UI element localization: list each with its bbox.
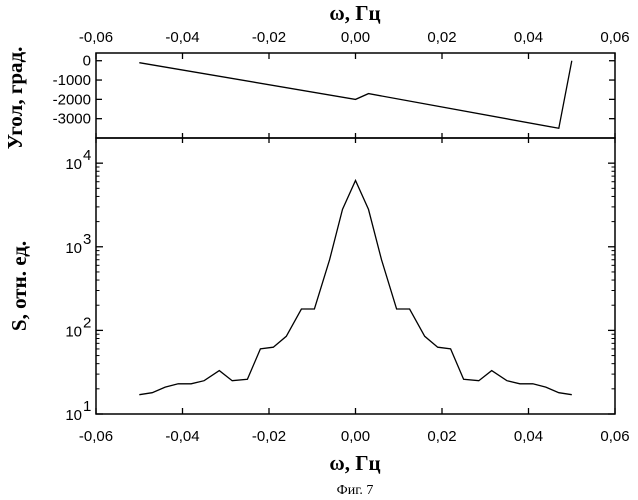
- bottom-x-tick-label: -0,04: [165, 428, 199, 445]
- bottom-y-tick-exponent: 4: [83, 147, 91, 164]
- top-y-tick-label: -2000: [53, 91, 91, 108]
- top-x-tick-label: 0,02: [427, 29, 456, 46]
- bottom-x-tick-label: 0,00: [341, 428, 370, 445]
- top-y-tick-label: -1000: [53, 72, 91, 89]
- top-x-axis-title: ω, Гц: [329, 1, 380, 25]
- top-plot-frame: [95, 52, 616, 139]
- bottom-series-line: [139, 178, 572, 396]
- bottom-x-tick-label: 0,06: [600, 428, 629, 445]
- bottom-plot-ticks: -0,06 -0,04 -0,02 0,00 0,02 0,04 0,06101102103…: [65, 138, 630, 445]
- top-x-tick-label: 0,00: [341, 29, 370, 46]
- bottom-plot-series: [139, 178, 572, 396]
- bottom-y-tick-label: 10: [65, 407, 82, 424]
- top-x-tick-label: -0,04: [165, 29, 199, 46]
- bottom-y-tick-exponent: 2: [83, 314, 91, 331]
- bottom-y-tick-exponent: 1: [83, 398, 91, 415]
- top-plot-series: [139, 60, 573, 130]
- bottom-x-tick-label: -0,06: [79, 428, 113, 445]
- top-y-tick-label: -3000: [53, 111, 91, 128]
- bottom-x-axis-title: ω, Гц: [329, 451, 380, 475]
- top-plot-ticks: -0,06 -0,04 -0,02 0,00 0,02 0,04 0,06 0 -1000 -20…: [53, 29, 630, 138]
- bottom-y-tick-label: 10: [65, 240, 82, 257]
- top-y-tick-label: 0: [83, 53, 91, 70]
- bottom-x-tick-label: -0,02: [252, 428, 286, 445]
- bottom-y-tick-label: 10: [65, 156, 82, 173]
- bottom-y-tick-exponent: 3: [83, 231, 91, 248]
- top-x-tick-label: 0,04: [514, 29, 543, 46]
- figure-caption: Фиг. 7: [337, 483, 374, 498]
- top-series-line: [139, 60, 573, 130]
- bottom-y-axis-title: S, отн. ед.: [7, 241, 31, 331]
- top-x-tick-label: 0,06: [600, 29, 629, 46]
- top-x-tick-label: -0,06: [79, 29, 113, 46]
- bottom-y-tick-label: 10: [65, 323, 82, 340]
- top-x-tick-label: -0,02: [252, 29, 286, 46]
- bottom-x-tick-label: 0,02: [427, 428, 456, 445]
- bottom-x-tick-label: 0,04: [514, 428, 543, 445]
- top-y-axis-title: Угол, град.: [3, 47, 27, 150]
